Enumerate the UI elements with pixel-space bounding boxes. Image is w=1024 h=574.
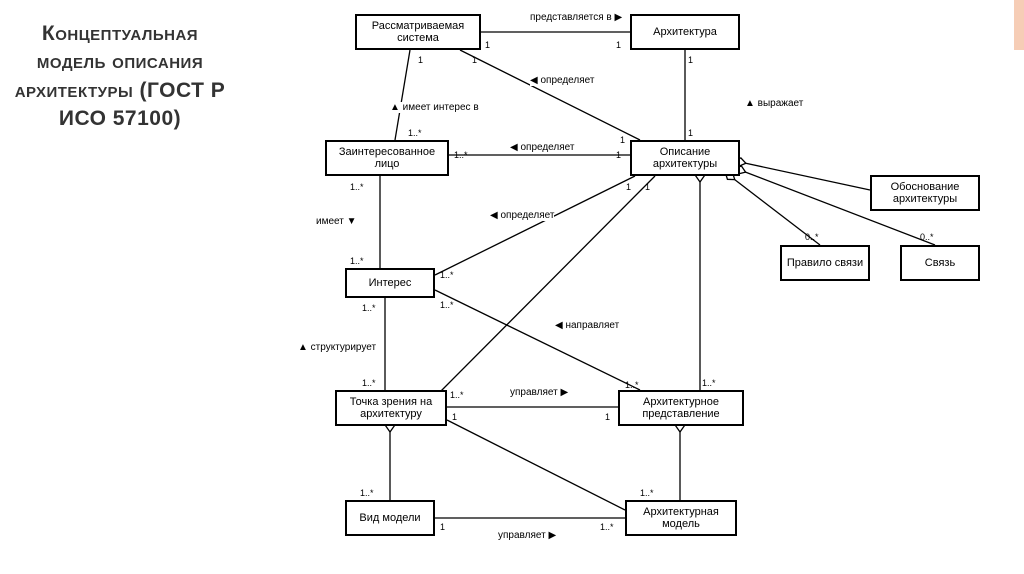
multiplicity: 1..*: [362, 378, 376, 388]
node-description: Описание архитектуры: [630, 140, 740, 176]
multiplicity: 1..*: [454, 150, 468, 160]
multiplicity: 0..*: [805, 232, 819, 242]
multiplicity: 1..*: [440, 270, 454, 280]
edge-label: ▲ выражает: [745, 98, 803, 109]
multiplicity: 1..*: [440, 300, 454, 310]
edge-label: ▲ структурирует: [298, 342, 376, 353]
multiplicity: 1: [616, 150, 621, 160]
node-rule: Правило связи: [780, 245, 870, 281]
multiplicity: 1..*: [600, 522, 614, 532]
page-accent: [1014, 0, 1024, 50]
edge-label: ▲ имеет интерес в: [390, 102, 479, 113]
node-system: Рассматриваемая система: [355, 14, 481, 50]
edge-label: имеет ▼: [316, 216, 357, 227]
node-rationale: Обоснование архитектуры: [870, 175, 980, 211]
edge-label: представляется в ▶: [530, 12, 622, 23]
multiplicity: 1: [418, 55, 423, 65]
multiplicity: 1..*: [350, 182, 364, 192]
multiplicity: 1..*: [625, 380, 639, 390]
node-modelkind: Вид модели: [345, 500, 435, 536]
node-view: Архитектурное представление: [618, 390, 744, 426]
node-viewpoint: Точка зрения на архитектуру: [335, 390, 447, 426]
multiplicity: 0..*: [920, 232, 934, 242]
edge-label: ◀ определяет: [490, 210, 554, 221]
multiplicity: 1: [472, 55, 477, 65]
multiplicity: 1..*: [362, 303, 376, 313]
multiplicity: 1..*: [360, 488, 374, 498]
node-stakeholder: Заинтересованное лицо: [325, 140, 449, 176]
multiplicity: 1: [620, 135, 625, 145]
multiplicity: 1: [626, 182, 631, 192]
edge-label: ◀ направляет: [555, 320, 619, 331]
node-correspondence: Связь: [900, 245, 980, 281]
multiplicity: 1: [440, 522, 445, 532]
edge-label: ◀ определяет: [530, 75, 594, 86]
multiplicity: 1..*: [408, 128, 422, 138]
multiplicity: 1..*: [350, 256, 364, 266]
node-concern: Интерес: [345, 268, 435, 298]
multiplicity: 1: [645, 182, 650, 192]
multiplicity: 1..*: [450, 390, 464, 400]
multiplicity: 1: [605, 412, 610, 422]
edge-label: ◀ определяет: [510, 142, 574, 153]
multiplicity: 1: [688, 55, 693, 65]
node-model: Архитектурная модель: [625, 500, 737, 536]
multiplicity: 1: [688, 128, 693, 138]
multiplicity: 1..*: [640, 488, 654, 498]
page-title: Концептуальная модель описания архитекту…: [10, 20, 230, 133]
node-architecture: Архитектура: [630, 14, 740, 50]
edge-label: управляет ▶: [498, 530, 556, 541]
multiplicity: 1..*: [702, 378, 716, 388]
multiplicity: 1: [452, 412, 457, 422]
edge-label: управляет ▶: [510, 387, 568, 398]
multiplicity: 1: [485, 40, 490, 50]
multiplicity: 1: [616, 40, 621, 50]
